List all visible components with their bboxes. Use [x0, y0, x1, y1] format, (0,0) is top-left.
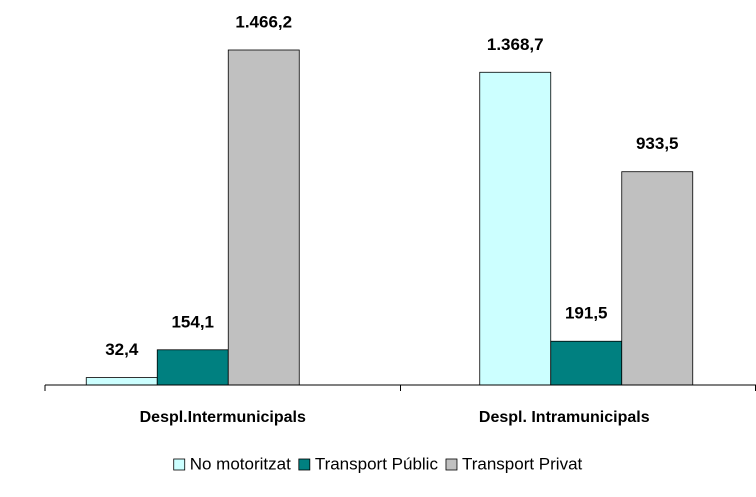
bar [156, 349, 229, 386]
legend-label: Transport Públic [315, 454, 439, 473]
value-label: 154,1 [171, 312, 214, 331]
legend-swatch [173, 458, 186, 471]
bar [227, 49, 300, 386]
bar [550, 340, 623, 386]
bar [621, 171, 694, 386]
legend-swatch [445, 458, 458, 471]
value-label: 1.466,2 [235, 12, 292, 31]
bar [479, 71, 552, 386]
legend-label: Transport Privat [462, 454, 583, 473]
value-label: 191,5 [565, 304, 608, 323]
x-tick-label: Despl.Intermunicipals [140, 409, 306, 426]
x-tick-label: Despl. Intramunicipals [479, 409, 650, 426]
value-label: 1.368,7 [487, 35, 544, 54]
value-label: 32,4 [105, 340, 139, 359]
legend-swatch [298, 458, 311, 471]
value-label: 933,5 [636, 134, 679, 153]
legend-label: No motoritzat [190, 454, 291, 473]
bar [85, 377, 158, 386]
